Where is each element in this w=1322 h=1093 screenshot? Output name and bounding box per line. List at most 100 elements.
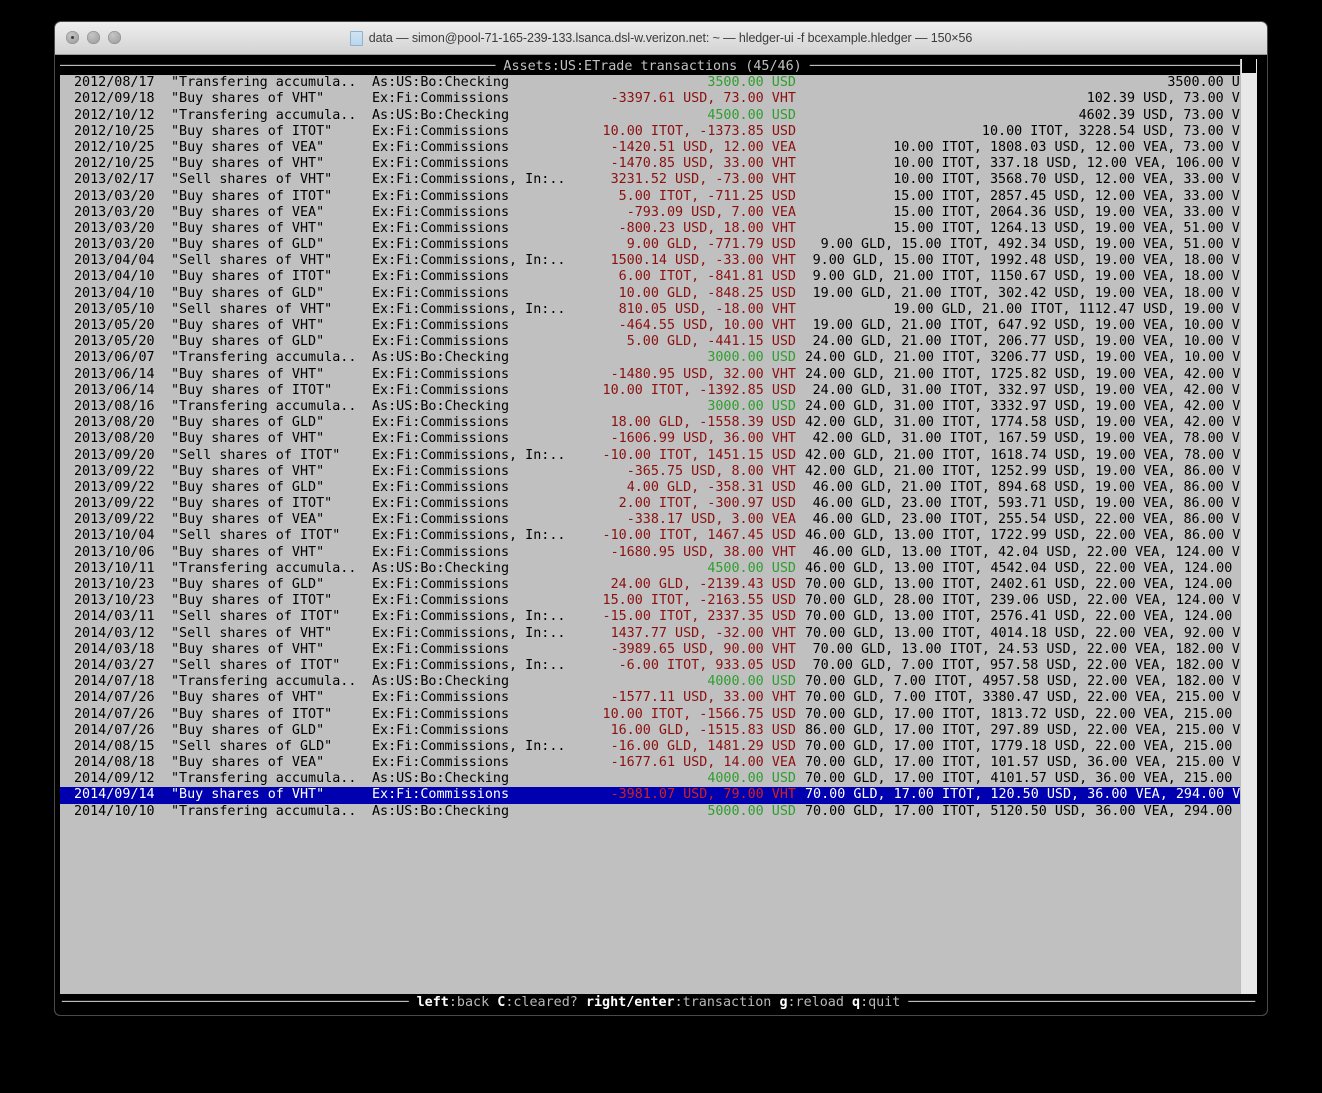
key-c[interactable]: C (497, 995, 506, 1010)
close-button[interactable] (66, 31, 79, 44)
cell-date: 2013/09/22 (74, 496, 155, 512)
scrollbar-thumb[interactable] (1242, 59, 1256, 73)
cell-description: "Buy shares of VHT" (171, 366, 325, 382)
cell-balance: 42.00 GLD, 31.00 ITOT, 1774.58 USD, 19.0… (805, 415, 1257, 431)
cell-description: "Sell shares of ITOT" (171, 447, 341, 463)
table-row[interactable]: 2013/03/20 "Buy shares of VEA" Ex:Fi:Commi… (60, 205, 1256, 221)
action-reload: :reload (787, 995, 852, 1010)
table-row[interactable]: 2013/03/20 "Buy shares of ITOT" Ex:Fi:Comm… (60, 188, 1256, 205)
table-row[interactable]: 2013/10/23 "Buy shares of ITOT" Ex:Fi:Comm… (60, 593, 1256, 609)
table-row[interactable]: 2014/03/18 "Buy shares of VHT" Ex:Fi:Commi… (60, 642, 1256, 658)
table-row[interactable]: 2014/07/18 "Transfering accumula.. As:US:B… (60, 674, 1256, 690)
table-row[interactable]: 2014/07/26 "Buy shares of VHT" Ex:Fi:Commi… (60, 690, 1256, 706)
table-row[interactable]: 2014/10/10 "Transfering accumula.. As:US:B… (60, 803, 1257, 820)
table-row[interactable]: 2014/07/26 "Buy shares of GLD" Ex:Fi:Commi… (60, 722, 1256, 739)
scrollbar[interactable] (1240, 59, 1257, 1011)
cell-description: "Transfering accumula.. (171, 771, 357, 787)
key-q[interactable]: q (852, 995, 861, 1010)
key-left[interactable]: left (416, 995, 449, 1010)
key-right-enter[interactable]: right/enter (585, 995, 675, 1010)
table-row[interactable]: 2012/09/18 "Buy shares of VHT" Ex:Fi:Commi… (60, 91, 1256, 107)
table-row[interactable]: 2014/08/18 "Buy shares of VEA" Ex:Fi:Commi… (60, 755, 1256, 771)
cell-description: "Buy shares of ITOT" (171, 496, 333, 512)
table-row[interactable]: 2013/05/10 "Sell shares of VHT" Ex:Fi:Comm… (60, 301, 1256, 318)
zoom-button[interactable] (108, 31, 121, 44)
table-row[interactable]: 2013/08/16 "Transfering accumula.. As:US:B… (60, 398, 1256, 415)
table-row[interactable]: 2013/10/04 "Sell shares of ITOT" Ex:Fi:Com… (60, 528, 1256, 544)
table-row[interactable]: 2013/06/14 "Buy shares of ITOT" Ex:Fi:Comm… (60, 383, 1256, 399)
table-row[interactable]: 2013/03/20 "Buy shares of VHT" Ex:Fi:Commi… (60, 220, 1256, 237)
cell-change: 3000.00 USD (707, 350, 796, 366)
cell-balance: 42.00 GLD, 31.00 ITOT, 167.59 USD, 19.00… (812, 431, 1256, 447)
cell-account: As:US:Bo:Checking (372, 771, 510, 787)
table-row[interactable]: 2013/09/20 "Sell shares of ITOT" Ex:Fi:Com… (60, 447, 1256, 464)
table-row[interactable]: 2014/08/15 "Sell shares of GLD" Ex:Fi:Comm… (60, 739, 1257, 755)
cell-account: Ex:Fi:Commissions (372, 722, 510, 738)
cell-account: Ex:Fi:Commissions, In:.. (372, 301, 566, 317)
cell-date: 2014/07/18 (74, 674, 155, 690)
table-row[interactable]: 2013/04/04 "Sell shares of VHT" Ex:Fi:Comm… (60, 253, 1256, 269)
table-row[interactable]: 2013/09/22 "Buy shares of VEA" Ex:Fi:Commi… (60, 512, 1256, 528)
table-row[interactable]: 2013/05/20 "Buy shares of GLD" Ex:Fi:Commi… (60, 334, 1256, 350)
cell-change: 10.00 GLD, -848.25 USD (618, 285, 796, 301)
cell-account: Ex:Fi:Commissions (372, 755, 510, 771)
cell-account: Ex:Fi:Commissions (372, 577, 510, 592)
cell-balance: 46.00 GLD, 23.00 ITOT, 593.71 USD, 19.00… (812, 496, 1256, 512)
cell-description: "Buy shares of VEA" (171, 139, 325, 155)
table-row[interactable]: 2012/10/25 "Buy shares of VHT" Ex:Fi:Commi… (60, 156, 1256, 172)
table-row[interactable]: 2013/09/22 "Buy shares of ITOT" Ex:Fi:Comm… (60, 496, 1256, 512)
cell-account: As:US:Bo:Checking (372, 560, 510, 576)
table-row[interactable]: 2012/10/25 "Buy shares of VEA" Ex:Fi:Commi… (60, 139, 1256, 156)
cell-description: "Buy shares of VEA" (171, 512, 325, 528)
cell-balance: 70.00 GLD, 13.00 ITOT, 2576.41 USD, 22.0… (805, 609, 1257, 625)
table-row[interactable]: 2014/07/26 "Buy shares of ITOT" Ex:Fi:Comm… (60, 706, 1257, 723)
table-row[interactable]: 2013/06/14 "Buy shares of VHT" Ex:Fi:Commi… (60, 366, 1256, 383)
table-row[interactable]: 2013/04/10 "Buy shares of GLD" Ex:Fi:Commi… (60, 285, 1256, 302)
cell-account: Ex:Fi:Commissions (372, 188, 510, 204)
cell-description: "Buy shares of VHT" (171, 787, 325, 803)
cell-change: 4500.00 USD (707, 560, 796, 576)
table-row[interactable]: 2013/08/20 "Buy shares of GLD" Ex:Fi:Commi… (60, 415, 1256, 431)
minimize-button[interactable] (87, 31, 100, 44)
cell-account: As:US:Bo:Checking (372, 398, 510, 414)
table-row[interactable]: 2013/04/10 "Buy shares of ITOT" Ex:Fi:Comm… (60, 269, 1256, 285)
table-row[interactable]: 2012/10/12 "Transfering accumula.. As:US:B… (60, 108, 1256, 124)
table-row[interactable]: 2014/03/27 "Sell shares of ITOT" Ex:Fi:Com… (60, 658, 1256, 674)
table-row[interactable]: 2014/03/12 "Sell shares of VHT" Ex:Fi:Comm… (60, 626, 1256, 642)
table-row[interactable]: 2013/09/22 "Buy shares of GLD" Ex:Fi:Commi… (60, 479, 1256, 496)
table-row[interactable]: 2012/10/25 "Buy shares of ITOT" Ex:Fi:Comm… (60, 124, 1256, 140)
terminal-window: data — simon@pool-71-165-239-133.lsanca.… (55, 22, 1267, 1015)
cell-description: "Transfering accumula.. (171, 398, 357, 414)
cell-account: Ex:Fi:Commissions (372, 706, 510, 722)
cell-account: Ex:Fi:Commissions (372, 220, 510, 236)
cell-date: 2014/10/10 (74, 803, 155, 819)
table-row[interactable]: 2013/09/22 "Buy shares of VHT" Ex:Fi:Commi… (60, 463, 1256, 480)
cell-date: 2014/09/14 (74, 787, 155, 803)
table-row[interactable]: 2014/03/11 "Sell shares of ITOT" Ex:Fi:Com… (60, 609, 1257, 625)
table-row[interactable]: 2013/06/07 "Transfering accumula.. As:US:B… (60, 350, 1256, 366)
table-row[interactable]: 2013/05/20 "Buy shares of VHT" Ex:Fi:Commi… (60, 318, 1256, 334)
window-titlebar[interactable]: data — simon@pool-71-165-239-133.lsanca.… (55, 22, 1267, 55)
cell-date: 2013/09/22 (74, 479, 155, 495)
table-row[interactable]: 2013/08/20 "Buy shares of VHT" Ex:Fi:Commi… (60, 431, 1256, 447)
table-row[interactable]: 2014/09/12 "Transfering accumula.. As:US:B… (60, 771, 1257, 787)
table-row[interactable]: 2013/10/23 "Buy shares of GLD" Ex:Fi:Commi… (60, 577, 1257, 593)
key-g[interactable]: g (779, 995, 788, 1010)
cell-date: 2012/10/25 (74, 139, 155, 155)
cell-description: "Sell shares of ITOT" (171, 609, 341, 625)
header-title: Assets:US:ETrade transactions (45/46) (503, 59, 802, 74)
cell-date: 2013/08/20 (74, 415, 155, 431)
table-row[interactable]: 2014/09/14 "Buy shares of VHT" Ex:Fi:Commi… (60, 787, 1256, 804)
table-row[interactable]: 2012/08/17 "Transfering accumula.. As:US:B… (60, 75, 1256, 91)
cell-balance: 4602.39 USD, 73.00 VHT (1078, 107, 1256, 123)
table-row[interactable]: 2013/03/20 "Buy shares of GLD" Ex:Fi:Commi… (60, 237, 1256, 253)
cell-description: "Buy shares of VHT" (171, 318, 325, 333)
cell-date: 2013/09/22 (74, 463, 155, 479)
window-title: data — simon@pool-71-165-239-133.lsanca.… (55, 30, 1267, 46)
cell-account: Ex:Fi:Commissions (372, 269, 510, 285)
table-row[interactable]: 2013/02/17 "Sell shares of VHT" Ex:Fi:Comm… (60, 172, 1256, 188)
cell-balance: 10.00 ITOT, 1808.03 USD, 12.00 VEA, 73.0… (893, 139, 1256, 155)
header-rule-right: ────────────────────────────────────────… (801, 59, 1241, 74)
table-row[interactable]: 2013/10/06 "Buy shares of VHT" Ex:Fi:Commi… (60, 545, 1256, 561)
table-row[interactable]: 2013/10/11 "Transfering accumula.. As:US:B… (60, 560, 1257, 577)
